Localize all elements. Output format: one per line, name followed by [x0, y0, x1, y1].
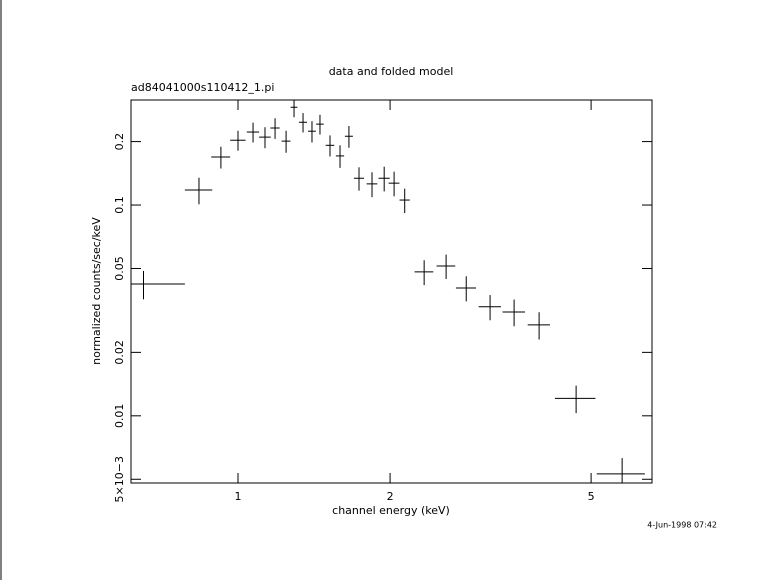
x-tick-label: 2 — [387, 490, 394, 503]
y-axis-label: normalized counts/sec/keV — [90, 217, 103, 365]
x-tick-label: 1 — [235, 490, 242, 503]
plot-frame — [130, 99, 653, 484]
y-tick-label: 0.2 — [113, 133, 126, 151]
chart-subtitle: ad84041000s110412_1.pi — [131, 81, 274, 94]
chart-title: data and folded model — [329, 65, 454, 78]
y-tick-label: 0.01 — [113, 404, 126, 429]
y-tick-label: 0.05 — [113, 256, 126, 281]
x-axis-label: channel energy (keV) — [332, 504, 450, 517]
y-tick-label: 5×10−3 — [113, 456, 126, 502]
y-tick-label: 0.02 — [113, 340, 126, 365]
plot-area — [131, 100, 645, 483]
timestamp: 4-Jun-1998 07:42 — [647, 521, 717, 530]
x-tick-label: 5 — [588, 490, 595, 503]
y-tick-label: 0.1 — [113, 196, 126, 214]
